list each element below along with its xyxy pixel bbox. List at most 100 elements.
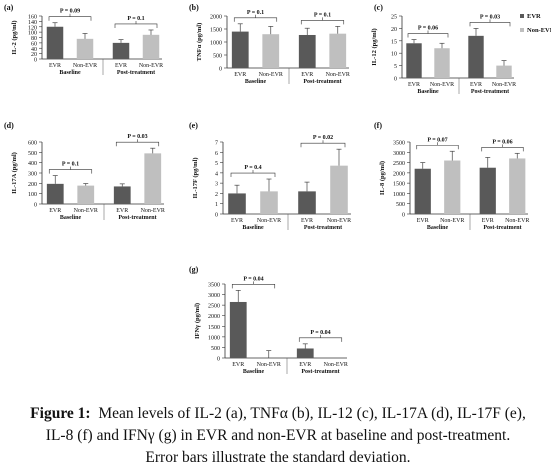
y-axis-label: IFNγ (pg/ml): [194, 303, 201, 339]
significance-bracket: [416, 144, 459, 150]
x-tick-label: EVR: [49, 63, 61, 69]
y-tick-label: 60: [31, 41, 37, 47]
group-label: Baseline: [243, 369, 265, 375]
y-axis-label: IL-17F (pg/ml): [192, 157, 199, 198]
panel-label: (g): [189, 265, 199, 274]
y-tick-label: 0: [34, 58, 37, 64]
y-tick-label: 400: [28, 161, 37, 167]
y-axis-label: TNFα (pg/ml): [196, 23, 203, 61]
significance-bracket: [115, 141, 160, 147]
y-tick-label: 200: [28, 182, 37, 188]
y-tick-label: 20: [391, 27, 397, 33]
x-tick-label: EVR: [301, 72, 313, 78]
bar: [496, 65, 512, 78]
significance-bracket: [114, 23, 158, 28]
bar: [113, 186, 131, 204]
x-tick-label: EVR: [234, 72, 246, 78]
x-tick-label: Non-EVR: [74, 208, 98, 214]
y-tick-label: 20: [31, 52, 37, 58]
y-tick-label: 2: [215, 192, 218, 198]
x-tick-label: Non-EVR: [326, 72, 350, 78]
y-tick-label: 3500: [208, 283, 220, 289]
panel-label: (b): [189, 3, 199, 12]
x-tick-label: Non-EVR: [440, 218, 464, 224]
y-tick-label: 3: [215, 182, 218, 188]
y-tick-label: 140: [28, 20, 37, 26]
significance-bracket: [481, 147, 524, 152]
x-tick-label: Non-EVR: [257, 362, 281, 368]
bar: [298, 34, 316, 68]
bar: [144, 153, 162, 204]
x-tick-label: EVR: [301, 218, 313, 224]
panel-label: (f): [374, 121, 382, 130]
y-tick-label: 6: [215, 151, 218, 157]
y-tick-label: 1000: [208, 335, 220, 341]
y-tick-label: 40: [31, 47, 37, 53]
x-tick-label: EVR: [470, 82, 482, 88]
bar: [112, 42, 130, 59]
y-tick-label: 0: [34, 203, 37, 209]
y-tick-label: 3500: [393, 141, 405, 147]
x-tick-label: Non-EVR: [73, 63, 97, 69]
x-tick-label: Non-EVR: [492, 82, 516, 88]
panel-label: (d): [4, 121, 14, 130]
y-tick-label: 500: [211, 346, 220, 352]
x-tick-label: Non-EVR: [259, 72, 283, 78]
x-tick-label: EVR: [408, 82, 420, 88]
p-value-label: P = 0.02: [313, 135, 333, 141]
chart-panel-d: (d) 0 100 200 300 400 500 600 IL-17A (pg/ml) EVR N…: [4, 121, 165, 221]
caption-text: Mean levels of IL-2 (a), TNFα (b), IL-12…: [45, 405, 526, 466]
y-tick-label: 500: [213, 54, 222, 60]
chart-panel-e: (e) 0 1 2 3 4 5 6 7 IL-17F (pg/ml) EVR Non-EVR EVR No…: [189, 121, 351, 231]
significance-bracket: [48, 169, 93, 174]
p-value-label: P = 0.1: [247, 10, 264, 16]
group-label: Post-treatment: [303, 79, 341, 85]
x-tick-label: Non-EVR: [324, 362, 348, 368]
bar: [77, 185, 95, 204]
y-tick-label: 80: [31, 36, 37, 42]
y-tick-label: 2000: [210, 15, 222, 21]
y-tick-label: 10: [391, 52, 397, 58]
caption-prefix: Figure 1:: [30, 405, 91, 422]
y-tick-label: 100: [28, 31, 37, 37]
p-value-label: P = 0.06: [418, 26, 438, 32]
y-axis-label: IL-8 (pg/ml): [379, 161, 386, 195]
bar: [434, 48, 450, 78]
y-tick-label: 500: [396, 202, 405, 208]
legend-swatch: [520, 14, 524, 18]
significance-bracket: [298, 337, 343, 342]
group-label: Post-treatment: [483, 225, 521, 231]
bar: [444, 160, 461, 214]
bar: [479, 167, 496, 214]
y-tick-label: 0: [219, 67, 222, 73]
chart-panel-c: (c) 0 5 10 15 20 25 IL-12 (pg/ml) EVR Non-EVR EVR N…: [371, 3, 551, 95]
chart-panel-g: (g) 0 500 1000 1500 2000 2500 3000 3500 IFNγ (pg/…: [189, 265, 348, 375]
group-label: Baseline: [417, 89, 439, 95]
y-tick-label: 0: [217, 357, 220, 363]
panel-label: (c): [374, 3, 383, 12]
p-value-label: P = 0.4: [244, 165, 261, 171]
bar: [231, 31, 249, 69]
bar: [228, 193, 246, 214]
y-tick-label: 4: [215, 171, 218, 177]
y-tick-label: 1000: [393, 192, 405, 198]
bar: [406, 43, 422, 78]
group-label: Post-treatment: [471, 89, 509, 95]
bar: [329, 33, 347, 68]
y-tick-label: 2500: [393, 161, 405, 167]
chart-panel-f: (f) 0 500 1000 1500 2000 2500 3000 3500 IL-8 (pg/…: [374, 121, 529, 231]
chart-panel-b: (b) 0 500 1000 1500 2000 TNFα (pg/ml) EVR Non-EV…: [189, 3, 350, 85]
x-tick-label: Non-EVR: [139, 63, 163, 69]
p-value-label: P = 0.09: [60, 9, 80, 15]
legend-label: EVR: [527, 13, 541, 20]
bar: [330, 165, 348, 214]
group-label: Baseline: [60, 215, 82, 221]
bar: [76, 38, 94, 59]
y-axis-label: IL-12 (pg/ml): [371, 28, 378, 65]
significance-bracket: [233, 17, 278, 22]
p-value-label: P = 0.04: [310, 330, 330, 336]
bar: [260, 191, 278, 214]
y-tick-label: 1500: [210, 28, 222, 34]
x-tick-label: EVR: [232, 362, 244, 368]
significance-bracket: [300, 142, 346, 148]
